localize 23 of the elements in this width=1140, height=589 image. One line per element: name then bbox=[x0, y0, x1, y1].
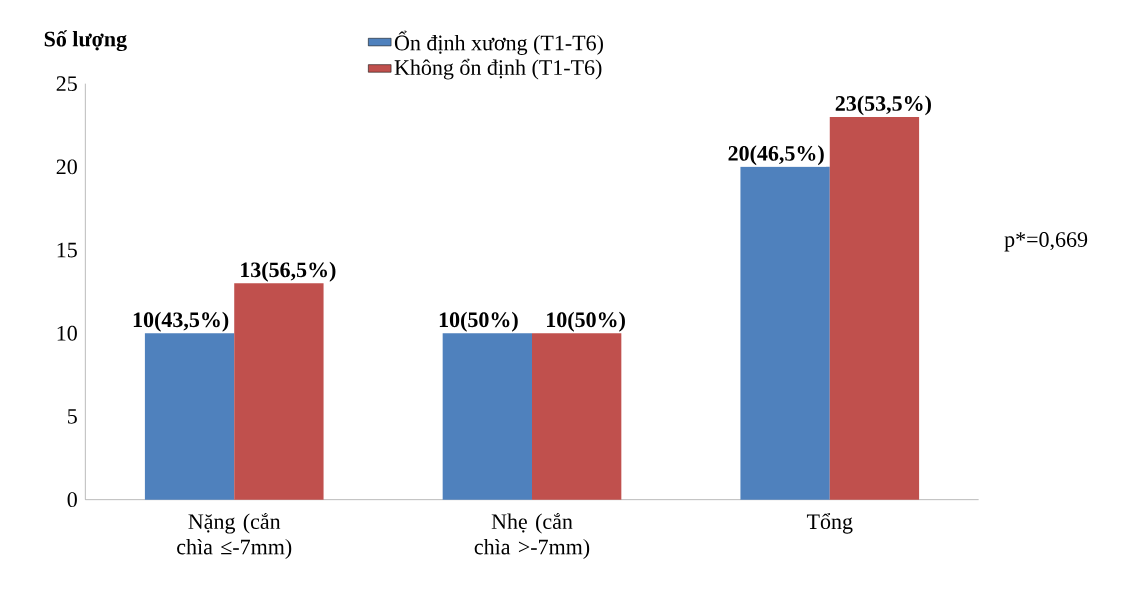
data-label: 13(56,5%) bbox=[241, 261, 336, 282]
x-tick-label: Nhẹ (cắn chìa >-7mm) bbox=[474, 512, 590, 559]
bar bbox=[442, 333, 532, 500]
y-tick-label: 10 bbox=[57, 325, 77, 341]
data-label: 10(50%) bbox=[547, 311, 625, 332]
y-tick-label: 5 bbox=[68, 409, 77, 424]
bar bbox=[740, 166, 830, 500]
data-label: 23(53,5%) bbox=[835, 95, 931, 116]
y-tick-label: 15 bbox=[57, 242, 77, 258]
y-tick-label: 20 bbox=[56, 159, 77, 175]
y-axis-title: Số lượng bbox=[44, 30, 127, 52]
y-tick-label: 25 bbox=[56, 76, 77, 92]
legend-label: Ổn định xương (T1-T6) bbox=[394, 30, 603, 55]
bar bbox=[829, 116, 920, 500]
bar bbox=[144, 333, 235, 500]
legend-label: Không ổn định (T1-T6) bbox=[394, 58, 602, 80]
text: p*=0,669 bbox=[1004, 232, 1088, 252]
data-label: 10(43,5%) bbox=[133, 311, 229, 332]
x-tick-label: Nặng (cắn chìa ≤-7mm) bbox=[177, 512, 292, 559]
data-label: 10(50%) bbox=[439, 311, 518, 332]
data-label: 20(46,5%) bbox=[728, 145, 824, 166]
y-tick-label: 0 bbox=[67, 492, 77, 508]
x-tick-label: Tổng bbox=[806, 512, 853, 534]
